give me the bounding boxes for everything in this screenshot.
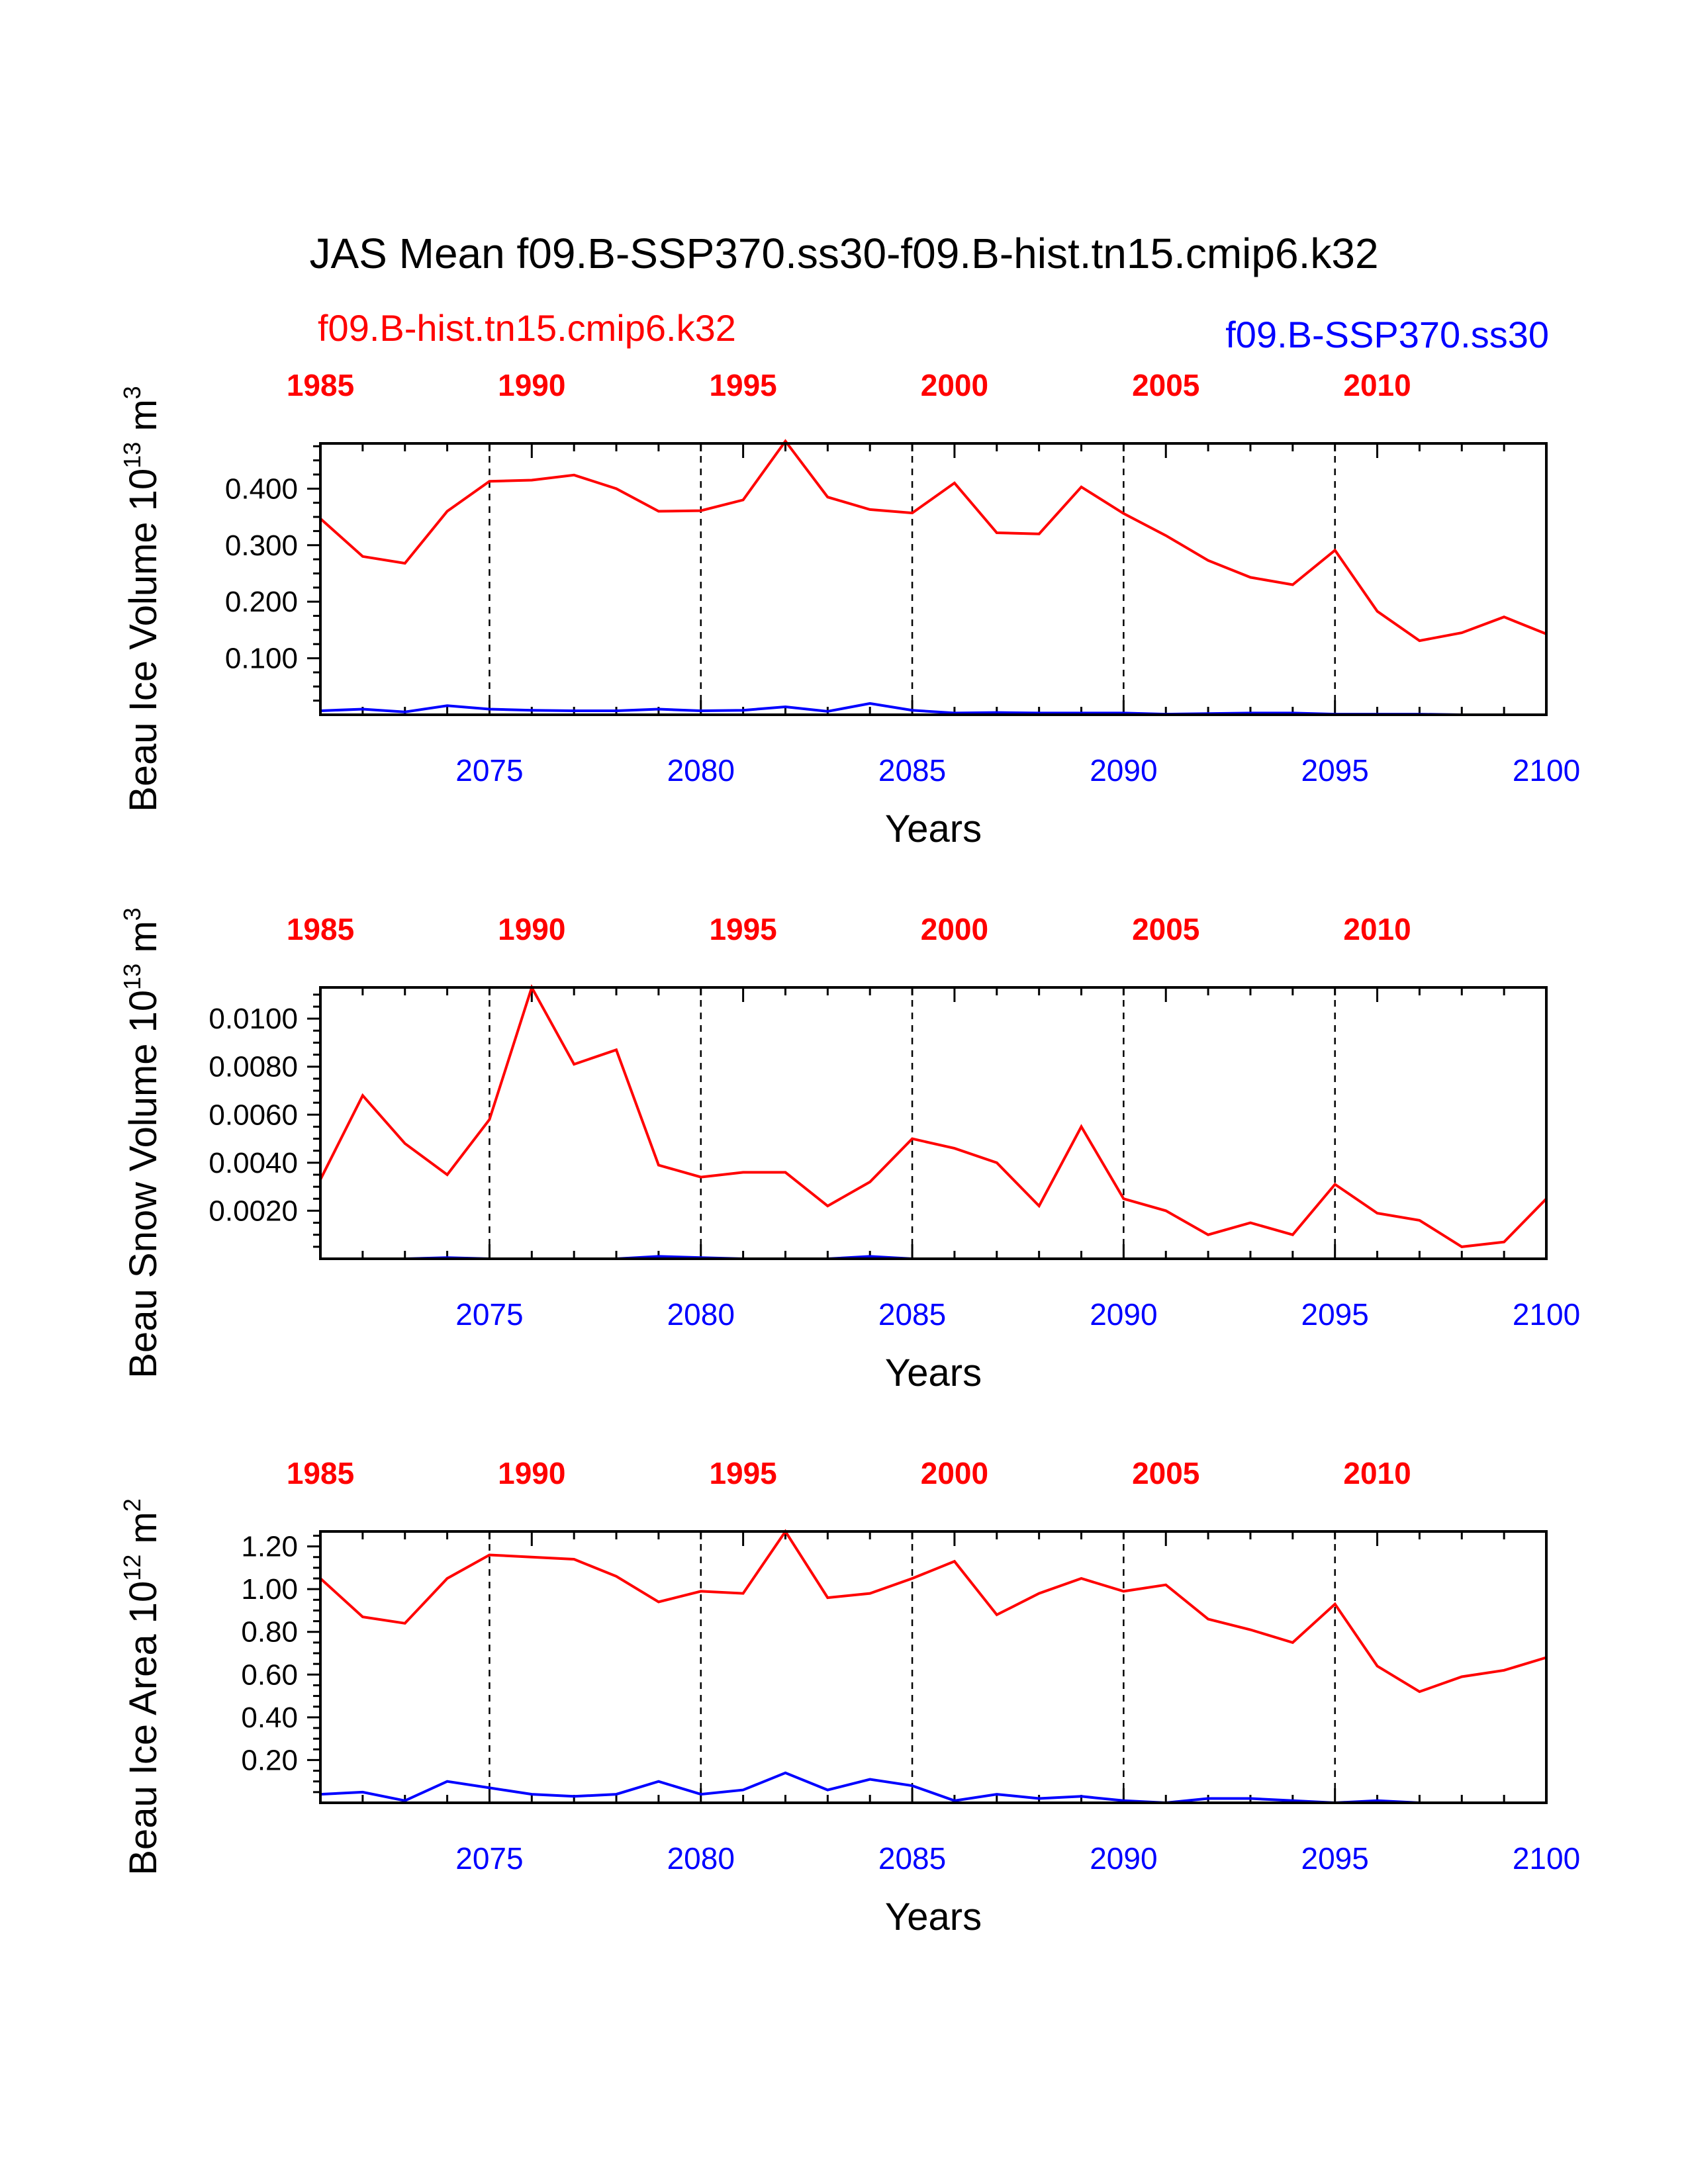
y-tick-label: 0.200 [225, 586, 298, 618]
bottom-x-tick-label: 2095 [1301, 753, 1369, 788]
y-axis-label: Beau Snow Volume 1013 m3 [118, 907, 165, 1378]
top-x-tick-label: 1995 [709, 368, 776, 402]
bottom-x-tick-label: 2090 [1090, 1297, 1157, 1332]
plot-frame [319, 442, 1548, 716]
bottom-x-tick-label: 2100 [1513, 1841, 1580, 1876]
top-x-tick-label: 1990 [498, 1456, 565, 1490]
top-x-tick-label: 2000 [921, 368, 988, 402]
y-tick-label: 1.20 [241, 1531, 298, 1563]
series-line-ssp [320, 702, 1546, 716]
bottom-x-tick-label: 2100 [1513, 753, 1580, 788]
top-x-tick-label: 2005 [1132, 912, 1199, 946]
bottom-x-tick-label: 2090 [1090, 1841, 1157, 1876]
y-tick-label: 0.300 [225, 529, 298, 562]
bottom-x-tick-label: 2080 [667, 1841, 735, 1876]
top-x-tick-label: 2000 [921, 1456, 988, 1490]
legend-hist-label: f09.B-hist.tn15.cmip6.k32 [318, 307, 736, 349]
y-tick-label: 0.0080 [209, 1051, 298, 1083]
x-axis-label: Years [885, 1895, 982, 1938]
y-axis-label: Beau Ice Area 1012 m2 [118, 1498, 165, 1876]
y-tick-label: 0.80 [241, 1616, 298, 1649]
series-line-hist [319, 1529, 1547, 1694]
series-line-hist [319, 439, 1547, 643]
plot-frame [319, 1530, 1548, 1804]
y-tick-label: 0.40 [241, 1702, 298, 1734]
bottom-x-tick-label: 2075 [455, 1297, 523, 1332]
bottom-x-tick-label: 2085 [878, 753, 946, 788]
legend-ssp-label: f09.B-SSP370.ss30 [1225, 314, 1549, 355]
bottom-x-tick-label: 2080 [667, 1297, 735, 1332]
y-tick-label: 0.400 [225, 473, 298, 505]
y-axis-label: Beau Ice Volume 1013 m3 [118, 386, 165, 812]
top-x-tick-label: 2000 [921, 912, 988, 946]
y-tick-label: 0.0060 [209, 1099, 298, 1131]
bottom-x-tick-label: 2075 [455, 1841, 523, 1876]
top-x-tick-label: 1985 [287, 368, 354, 402]
y-tick-label: 0.0100 [209, 1003, 298, 1035]
x-axis-label: Years [885, 1351, 982, 1394]
x-axis-label: Years [885, 807, 982, 850]
plot-frame [319, 986, 1548, 1260]
bottom-x-tick-label: 2085 [878, 1841, 946, 1876]
y-tick-label: 0.0020 [209, 1195, 298, 1227]
top-x-tick-label: 1990 [498, 912, 565, 946]
top-x-tick-label: 1995 [709, 1456, 776, 1490]
panel-3: 0.20 0.40 0.60 0.80 1.00 1.20 2075 2080 2085 2090… [118, 1456, 1580, 1938]
bottom-x-tick-label: 2095 [1301, 1841, 1369, 1876]
series-line-ssp [320, 1771, 1546, 1805]
y-tick-label: 1.00 [241, 1573, 298, 1606]
bottom-x-tick-label: 2080 [667, 753, 735, 788]
top-x-tick-label: 1990 [498, 368, 565, 402]
bottom-x-tick-label: 2100 [1513, 1297, 1580, 1332]
y-tick-label: 0.60 [241, 1659, 298, 1691]
top-x-tick-label: 1995 [709, 912, 776, 946]
y-tick-label: 0.20 [241, 1744, 298, 1776]
chart-title: JAS Mean f09.B-SSP370.ss30-f09.B-hist.tn… [309, 230, 1378, 277]
top-x-tick-label: 2010 [1343, 368, 1411, 402]
top-x-tick-label: 1985 [287, 912, 354, 946]
top-x-tick-label: 2010 [1343, 912, 1411, 946]
top-x-tick-label: 2005 [1132, 368, 1199, 402]
panel-1: 0.100 0.200 0.300 0.400 2075 2080 2085 2090 2095… [118, 368, 1580, 850]
y-tick-label: 0.100 [225, 643, 298, 675]
bottom-x-tick-label: 2085 [878, 1297, 946, 1332]
panel-2: 0.0020 0.0040 0.0060 0.0080 0.0100 2075 2080 20… [118, 907, 1580, 1394]
bottom-x-tick-label: 2075 [455, 753, 523, 788]
top-x-tick-label: 2005 [1132, 1456, 1199, 1490]
y-tick-label: 0.0040 [209, 1147, 298, 1179]
bottom-x-tick-label: 2095 [1301, 1297, 1369, 1332]
top-x-tick-label: 2010 [1343, 1456, 1411, 1490]
bottom-x-tick-label: 2090 [1090, 753, 1157, 788]
top-x-tick-label: 1985 [287, 1456, 354, 1490]
series-line-hist [319, 983, 1548, 1248]
